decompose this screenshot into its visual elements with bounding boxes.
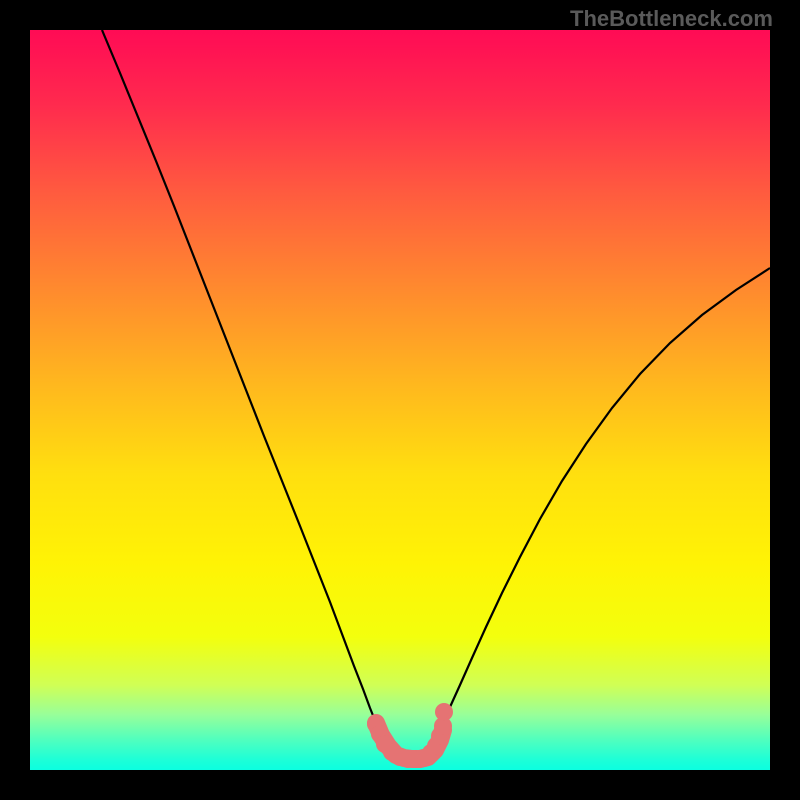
trough-dot xyxy=(435,703,453,721)
watermark: TheBottleneck.com xyxy=(570,6,773,32)
chart-svg xyxy=(30,30,770,770)
plot-area xyxy=(30,30,770,770)
trough-dots xyxy=(367,703,453,768)
left-curve xyxy=(102,30,381,735)
right-curve xyxy=(443,268,770,723)
